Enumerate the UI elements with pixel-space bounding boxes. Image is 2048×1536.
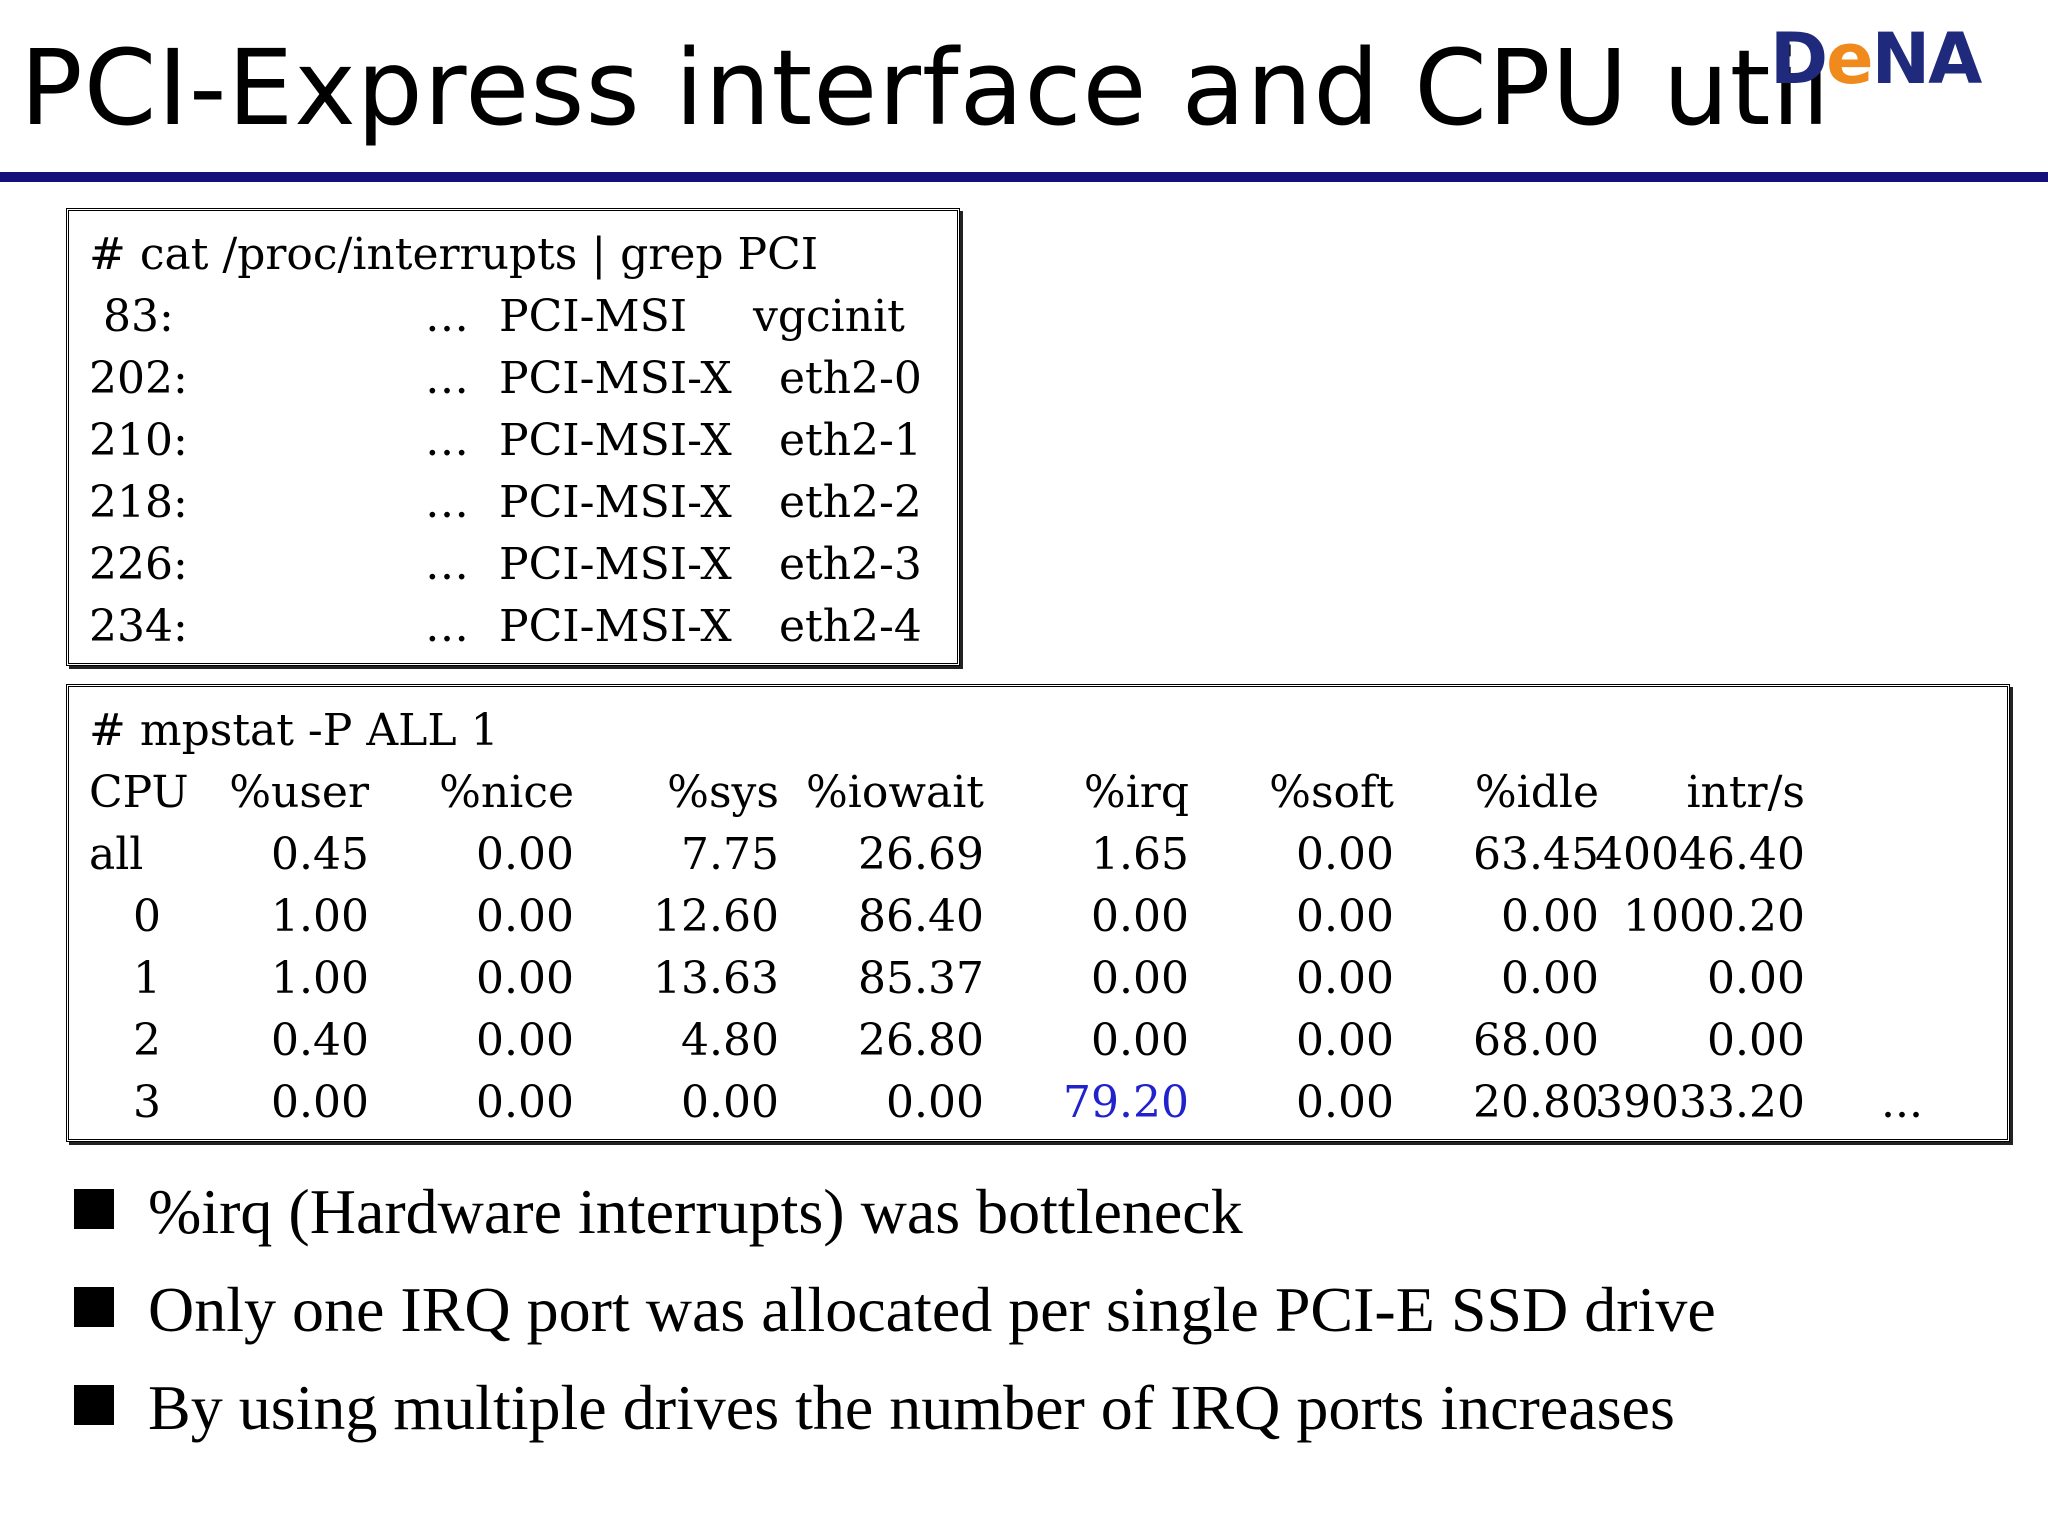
irq-device: eth2-2 (779, 477, 922, 528)
value-cell: 0.00 (271, 1077, 369, 1128)
value-cell: 0.00 (1091, 1015, 1189, 1066)
value-cell: 39033.20 (1595, 1077, 1805, 1128)
value-cell: 13.63 (653, 953, 779, 1004)
bullet-square-icon (74, 1287, 114, 1327)
dena-logo: DeNA (1770, 18, 1983, 100)
cpu-id-cell: 1 (133, 953, 161, 1004)
value-cell: 0.00 (476, 829, 574, 880)
value-cell: 86.40 (858, 891, 984, 942)
bullet-text: By using multiple drives the number of I… (148, 1372, 1675, 1443)
value-cell: 0.00 (1707, 1015, 1805, 1066)
value-cell: 0.45 (271, 829, 369, 880)
value-cell: 0.00 (681, 1077, 779, 1128)
value-cell: 1.00 (271, 953, 369, 1004)
ellipsis: … (425, 415, 469, 466)
value-cell: 4.80 (681, 1015, 779, 1066)
value-cell: 0.00 (476, 953, 574, 1004)
value-cell: 0.00 (1091, 953, 1189, 1004)
irq-type: PCI-MSI-X (499, 415, 732, 466)
logo-part-2: e (1826, 18, 1874, 100)
value-cell: 7.75 (681, 829, 779, 880)
value-cell: 85.37 (858, 953, 984, 1004)
irq-type: PCI-MSI-X (499, 539, 732, 590)
value-cell: 26.80 (858, 1015, 984, 1066)
column-header: %user (229, 767, 369, 818)
irq-type: PCI-MSI (499, 291, 688, 342)
column-header: %sys (667, 767, 779, 818)
interrupts-output-box: # cat /proc/interrupts | grep PCI 83: … PC… (66, 208, 960, 666)
bullet-square-icon (74, 1385, 114, 1425)
irq-number: 83: (89, 291, 174, 342)
value-cell: 0.00 (1091, 891, 1189, 942)
value-cell: 0.00 (1707, 953, 1805, 1004)
value-cell: 0.00 (476, 1077, 574, 1128)
column-header: CPU (89, 767, 189, 818)
irq-number: 202: (89, 353, 188, 404)
value-cell: 20.80 (1473, 1077, 1599, 1128)
value-cell: 1000.20 (1623, 891, 1805, 942)
value-cell: 0.00 (1296, 891, 1394, 942)
mpstat-output-box: # mpstat -P ALL 1 CPU %user %nice %sys %iowa… (66, 684, 2010, 1142)
bullet-item: Only one IRQ port was allocated per sing… (74, 1278, 1716, 1342)
ellipsis: … (425, 601, 469, 652)
value-cell: 0.40 (271, 1015, 369, 1066)
value-cell: 79.20 (1063, 1077, 1189, 1128)
value-cell: 0.00 (1501, 891, 1599, 942)
column-header: %idle (1474, 767, 1599, 818)
irq-number: 234: (89, 601, 188, 652)
irq-type: PCI-MSI-X (499, 353, 732, 404)
irq-number: 226: (89, 539, 188, 590)
value-cell: 40046.40 (1595, 829, 1805, 880)
value-cell: 0.00 (1501, 953, 1599, 1004)
value-cell: 0.00 (1296, 953, 1394, 1004)
bullet-text: %irq (Hardware interrupts) was bottlenec… (148, 1176, 1243, 1247)
title-divider (0, 172, 2048, 182)
irq-device: eth2-3 (779, 539, 922, 590)
cpu-id-cell: 2 (133, 1015, 161, 1066)
truncation-ellipsis: ... (1881, 1077, 1923, 1128)
logo-part-3: NA (1871, 18, 1983, 100)
value-cell: 12.60 (653, 891, 779, 942)
irq-device: eth2-1 (779, 415, 922, 466)
irq-device: vgcinit (753, 291, 905, 342)
irq-type: PCI-MSI-X (499, 477, 732, 528)
value-cell: 1.00 (271, 891, 369, 942)
irq-number: 218: (89, 477, 188, 528)
cpu-id-cell: 3 (133, 1077, 161, 1128)
value-cell: 1.65 (1091, 829, 1189, 880)
bullet-item: %irq (Hardware interrupts) was bottlenec… (74, 1180, 1243, 1244)
value-cell: 0.00 (1296, 1077, 1394, 1128)
bullet-item: By using multiple drives the number of I… (74, 1376, 1675, 1440)
irq-number: 210: (89, 415, 188, 466)
slide-title: PCI-Express interface and CPU util (20, 27, 1832, 149)
value-cell: 0.00 (886, 1077, 984, 1128)
ellipsis: … (425, 539, 469, 590)
value-cell: 0.00 (1296, 829, 1394, 880)
column-header: intr/s (1686, 767, 1805, 818)
value-cell: 68.00 (1473, 1015, 1599, 1066)
column-header: %soft (1269, 767, 1394, 818)
cpu-id-cell: all (89, 829, 144, 880)
value-cell: 0.00 (476, 1015, 574, 1066)
irq-type: PCI-MSI-X (499, 601, 732, 652)
value-cell: 0.00 (476, 891, 574, 942)
ellipsis: … (425, 477, 469, 528)
interrupts-command: # cat /proc/interrupts | grep PCI (89, 229, 819, 280)
irq-device: eth2-4 (779, 601, 922, 652)
value-cell: 26.69 (858, 829, 984, 880)
value-cell: 63.45 (1473, 829, 1599, 880)
column-header: %iowait (805, 767, 984, 818)
mpstat-command: # mpstat -P ALL 1 (89, 705, 499, 756)
ellipsis: … (425, 291, 469, 342)
logo-part-1: D (1770, 18, 1828, 100)
column-header: %irq (1083, 767, 1189, 818)
cpu-id-cell: 0 (133, 891, 161, 942)
bullet-text: Only one IRQ port was allocated per sing… (148, 1274, 1716, 1345)
irq-device: eth2-0 (779, 353, 922, 404)
value-cell: 0.00 (1296, 1015, 1394, 1066)
ellipsis: … (425, 353, 469, 404)
column-header: %nice (439, 767, 574, 818)
bullet-square-icon (74, 1189, 114, 1229)
